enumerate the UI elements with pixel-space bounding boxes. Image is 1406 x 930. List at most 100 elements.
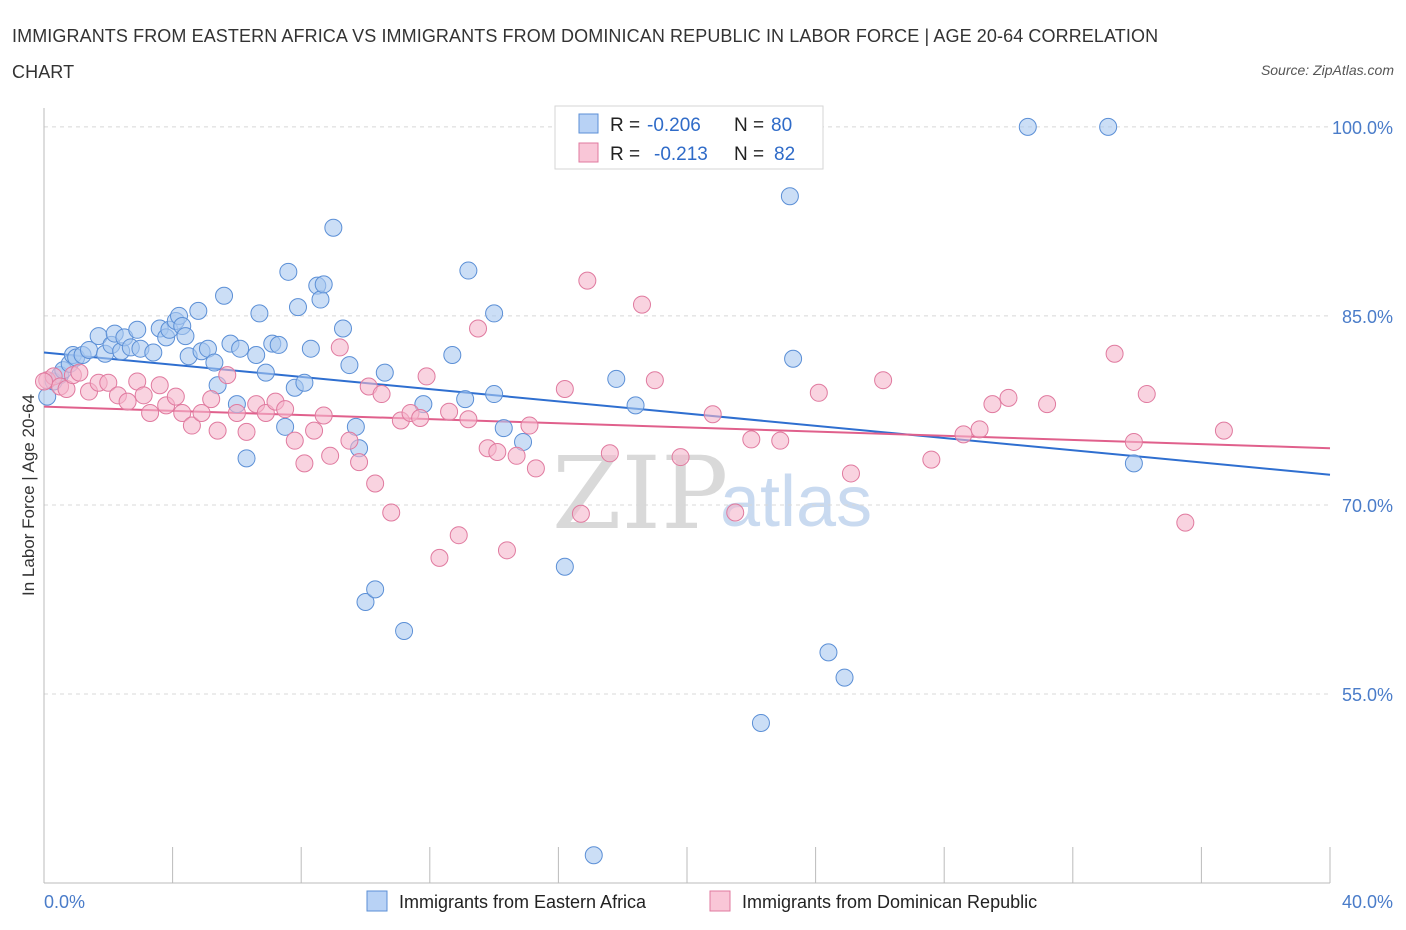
data-point-pink (1137, 385, 1156, 404)
axes (43, 108, 1331, 884)
data-point-pink (703, 405, 722, 424)
data-point-pink (227, 403, 246, 422)
y-tick-label: 100.0% (1332, 118, 1393, 138)
data-point-pink (841, 464, 860, 483)
data-point-pink (305, 421, 324, 440)
data-point-pink (726, 503, 745, 522)
data-point-blue (205, 353, 224, 372)
data-point-blue (288, 298, 307, 317)
data-point-pink (440, 402, 459, 421)
data-point-blue (144, 343, 163, 362)
data-point-blue (237, 449, 256, 468)
data-point-blue (269, 335, 288, 354)
data-point-blue (128, 320, 147, 339)
data-point-pink (771, 431, 790, 450)
chart-source: Source: ZipAtlas.com (1260, 62, 1394, 78)
legend-swatch-pink (578, 142, 599, 163)
data-point-pink (970, 420, 989, 439)
data-point-pink (295, 454, 314, 473)
data-point-pink (671, 448, 690, 467)
data-point-blue (835, 668, 854, 687)
data-point-blue (459, 261, 478, 280)
data-point-pink (645, 371, 664, 390)
chart-title: IMMIGRANTS FROM EASTERN AFRICA VS IMMIGR… (12, 26, 1159, 82)
data-point-pink (150, 376, 169, 395)
data-point-blue (375, 363, 394, 382)
data-point-blue (311, 290, 330, 309)
data-point-pink (1176, 513, 1195, 532)
data-point-blue (494, 419, 513, 438)
data-point-pink (314, 406, 333, 425)
data-point-pink (382, 503, 401, 522)
data-point-pink (350, 453, 369, 472)
data-point-blue (366, 580, 385, 599)
data-point-pink (469, 319, 488, 338)
legend-r-label-pink: R = (610, 144, 640, 165)
data-point-pink (411, 409, 430, 427)
watermark-zip: ZIP (552, 435, 728, 552)
data-point-pink (526, 459, 545, 478)
data-point-pink (1038, 395, 1057, 414)
data-point-pink (600, 444, 619, 463)
data-point-pink (488, 443, 507, 462)
data-point-pink (134, 386, 153, 405)
bottom-legend-swatch-pink (709, 890, 731, 912)
data-point-blue (584, 846, 603, 865)
legend-r-value-pink: -0.213 (654, 144, 708, 165)
data-point-blue (231, 339, 250, 358)
data-point-pink (276, 400, 295, 419)
data-point-blue (1124, 454, 1143, 473)
data-point-blue (276, 417, 295, 436)
bottom-legend: Immigrants from Eastern Africa Immigrant… (366, 890, 1037, 912)
top-legend: R = -0.206 N = 80 R = -0.213 N = 82 (554, 105, 824, 170)
y-tick-label: 85.0% (1342, 307, 1393, 327)
data-point-pink (285, 431, 304, 450)
data-point-pink (983, 395, 1002, 414)
data-point-blue (279, 262, 298, 281)
data-point-blue (784, 349, 803, 368)
data-point-blue (626, 396, 645, 415)
legend-r-value-blue: -0.206 (647, 115, 701, 136)
data-point-pink (70, 363, 89, 382)
data-point-blue (443, 345, 462, 364)
data-point-pink (999, 388, 1018, 407)
legend-n-value-pink: 82 (774, 144, 795, 165)
data-point-pink (372, 385, 391, 404)
legend-n-label-blue: N = (734, 115, 764, 136)
data-point-blue (295, 373, 314, 392)
data-point-pink (571, 504, 590, 523)
legend-r-label-blue: R = (610, 115, 640, 136)
data-point-pink (330, 338, 349, 357)
x-tick-label-min: 0.0% (44, 892, 85, 912)
data-point-pink (742, 430, 761, 449)
data-point-pink (321, 446, 340, 465)
data-point-pink (1124, 432, 1143, 451)
data-point-pink (449, 526, 468, 545)
data-point-pink (954, 425, 973, 444)
data-point-pink (417, 367, 436, 386)
data-point-blue (215, 286, 234, 305)
data-point-pink (166, 387, 185, 406)
data-point-pink (118, 392, 137, 411)
bottom-legend-swatch-blue (366, 890, 388, 912)
data-point-blue (301, 339, 320, 358)
data-point-blue (780, 187, 799, 206)
data-point-pink (507, 446, 526, 465)
y-axis-label: In Labor Force | Age 20-64 (19, 394, 38, 596)
data-point-pink (141, 403, 160, 422)
bottom-legend-label-pink: Immigrants from Dominican Republic (742, 892, 1037, 912)
data-point-pink (1105, 344, 1124, 363)
data-point-blue (189, 301, 208, 320)
data-point-blue (395, 621, 414, 640)
data-point-blue (247, 345, 266, 364)
data-point-blue (250, 304, 269, 323)
data-point-pink (218, 366, 237, 385)
data-point-pink (632, 295, 651, 314)
data-point-pink (555, 380, 574, 399)
data-point-pink (922, 450, 941, 469)
data-point-pink (173, 403, 192, 422)
legend-n-value-blue: 80 (771, 115, 792, 136)
data-point-pink (182, 416, 201, 435)
data-point-blue (333, 319, 352, 338)
data-point-pink (35, 372, 53, 391)
